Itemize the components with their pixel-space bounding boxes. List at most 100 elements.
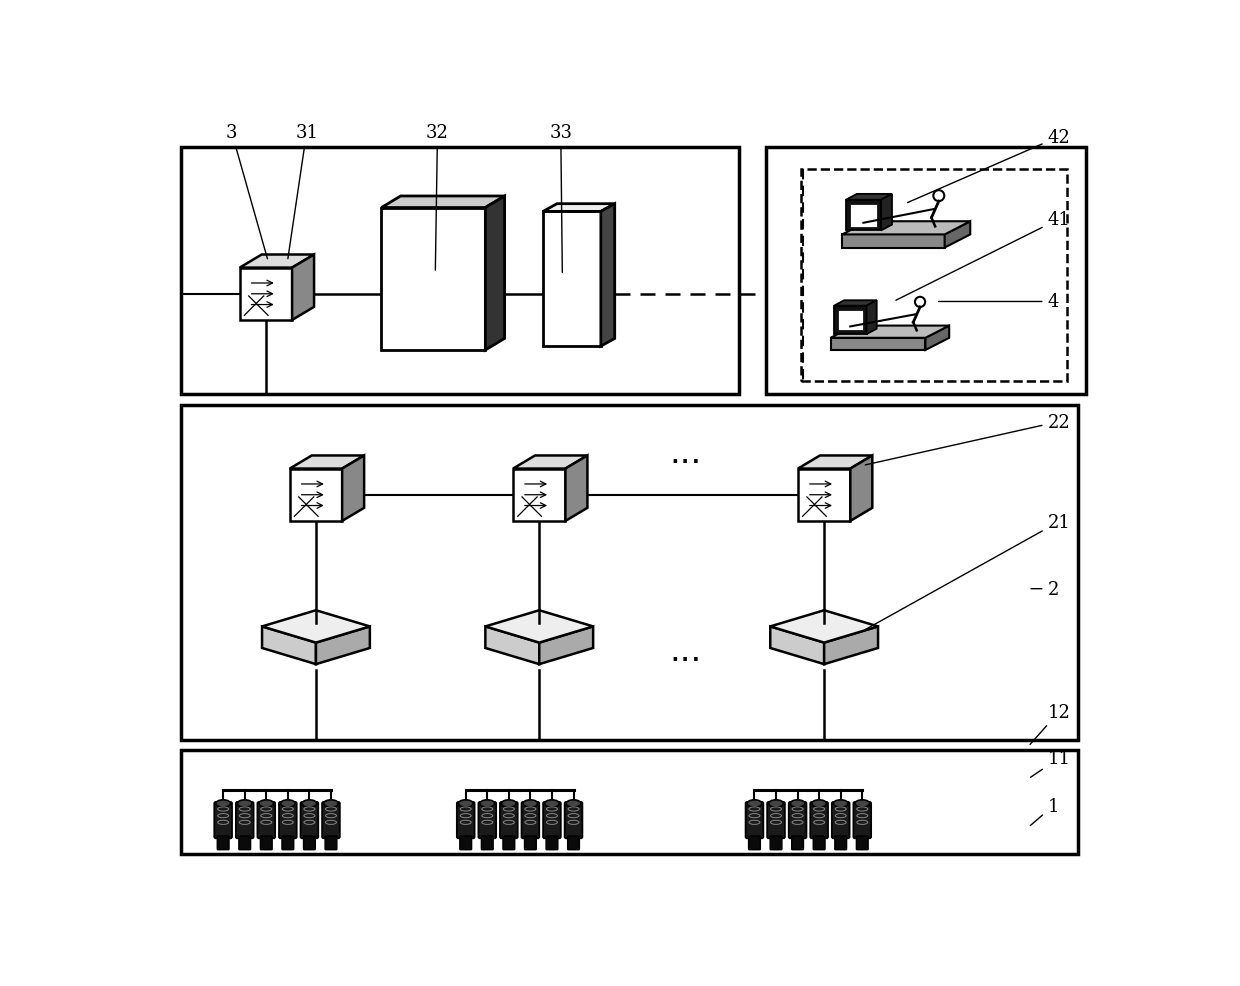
Ellipse shape — [567, 800, 580, 808]
Text: 4: 4 — [939, 293, 1059, 312]
Text: 32: 32 — [427, 124, 449, 271]
FancyBboxPatch shape — [835, 836, 847, 850]
Polygon shape — [831, 326, 949, 338]
FancyBboxPatch shape — [832, 803, 849, 838]
Polygon shape — [849, 204, 877, 228]
Text: 31: 31 — [288, 124, 319, 259]
Polygon shape — [835, 307, 867, 335]
FancyBboxPatch shape — [810, 803, 828, 838]
Ellipse shape — [833, 800, 848, 808]
FancyBboxPatch shape — [481, 836, 494, 850]
Ellipse shape — [854, 800, 869, 808]
Bar — [181, 750, 1079, 855]
Ellipse shape — [280, 800, 295, 808]
FancyBboxPatch shape — [322, 803, 340, 838]
Polygon shape — [262, 610, 370, 643]
FancyBboxPatch shape — [853, 803, 872, 838]
Polygon shape — [513, 469, 565, 522]
Text: 33: 33 — [549, 124, 572, 273]
Text: 1: 1 — [1030, 797, 1059, 825]
Polygon shape — [945, 222, 970, 248]
Polygon shape — [513, 456, 588, 469]
Polygon shape — [543, 212, 601, 347]
Polygon shape — [799, 456, 872, 469]
Ellipse shape — [216, 800, 231, 808]
Bar — [766, 148, 1086, 394]
FancyBboxPatch shape — [479, 803, 496, 838]
Bar — [181, 406, 1079, 740]
Polygon shape — [290, 469, 342, 522]
Ellipse shape — [790, 800, 805, 808]
Polygon shape — [539, 627, 593, 665]
Polygon shape — [316, 627, 370, 665]
Polygon shape — [770, 610, 878, 643]
FancyBboxPatch shape — [325, 836, 337, 850]
Polygon shape — [835, 301, 877, 307]
FancyBboxPatch shape — [456, 803, 475, 838]
Text: 21: 21 — [866, 513, 1070, 630]
FancyBboxPatch shape — [789, 803, 806, 838]
FancyBboxPatch shape — [260, 836, 272, 850]
Polygon shape — [543, 204, 615, 212]
Polygon shape — [838, 311, 863, 331]
Text: 22: 22 — [866, 413, 1070, 465]
Text: ...: ... — [670, 437, 702, 469]
Polygon shape — [239, 268, 293, 320]
FancyBboxPatch shape — [300, 803, 319, 838]
Polygon shape — [601, 204, 615, 347]
FancyBboxPatch shape — [281, 836, 294, 850]
FancyBboxPatch shape — [239, 836, 250, 850]
Text: 41: 41 — [897, 211, 1070, 301]
FancyBboxPatch shape — [546, 836, 558, 850]
Bar — [181, 148, 739, 394]
FancyBboxPatch shape — [217, 836, 229, 850]
Bar — [801, 170, 1066, 382]
Polygon shape — [485, 610, 593, 643]
FancyBboxPatch shape — [813, 836, 825, 850]
Polygon shape — [842, 236, 945, 248]
FancyBboxPatch shape — [564, 803, 583, 838]
Polygon shape — [925, 326, 949, 351]
Text: ...: ... — [670, 634, 702, 668]
Circle shape — [934, 191, 945, 202]
FancyBboxPatch shape — [304, 836, 315, 850]
Polygon shape — [239, 255, 314, 268]
Polygon shape — [485, 197, 505, 351]
FancyBboxPatch shape — [745, 803, 764, 838]
Polygon shape — [880, 194, 892, 232]
Polygon shape — [485, 627, 539, 665]
FancyBboxPatch shape — [258, 803, 275, 838]
Polygon shape — [846, 200, 880, 232]
Polygon shape — [262, 627, 316, 665]
Circle shape — [915, 298, 925, 308]
Polygon shape — [290, 456, 365, 469]
FancyBboxPatch shape — [215, 803, 232, 838]
Text: 12: 12 — [1030, 703, 1070, 744]
Text: 2: 2 — [1030, 580, 1059, 599]
Polygon shape — [825, 627, 878, 665]
Ellipse shape — [237, 800, 252, 808]
Polygon shape — [293, 255, 314, 320]
Ellipse shape — [748, 800, 761, 808]
Polygon shape — [799, 469, 851, 522]
Polygon shape — [842, 222, 970, 236]
Polygon shape — [770, 627, 825, 665]
Text: 3: 3 — [226, 124, 268, 259]
FancyBboxPatch shape — [768, 803, 785, 838]
Ellipse shape — [523, 800, 538, 808]
Polygon shape — [831, 338, 925, 351]
FancyBboxPatch shape — [568, 836, 579, 850]
Polygon shape — [867, 301, 877, 335]
FancyBboxPatch shape — [236, 803, 254, 838]
Ellipse shape — [769, 800, 784, 808]
FancyBboxPatch shape — [525, 836, 536, 850]
FancyBboxPatch shape — [522, 803, 539, 838]
Text: 42: 42 — [908, 128, 1070, 203]
Ellipse shape — [259, 800, 274, 808]
FancyBboxPatch shape — [791, 836, 804, 850]
Polygon shape — [846, 194, 892, 200]
FancyBboxPatch shape — [279, 803, 296, 838]
Polygon shape — [565, 456, 588, 522]
Ellipse shape — [303, 800, 316, 808]
FancyBboxPatch shape — [503, 836, 515, 850]
